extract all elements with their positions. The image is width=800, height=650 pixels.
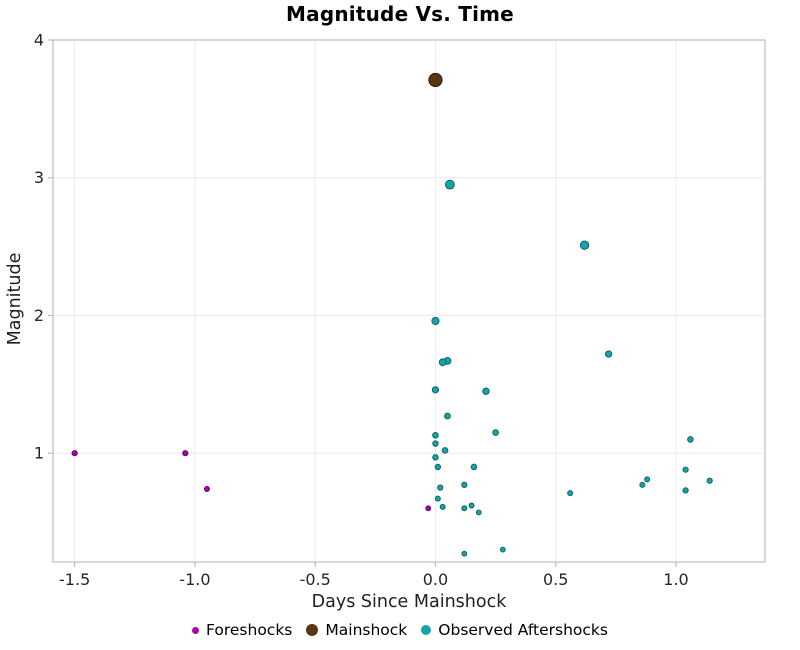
data-point-observed-aftershocks <box>432 454 439 461</box>
data-point-observed-aftershocks <box>431 386 440 394</box>
x-tick-label: 0.0 <box>423 570 448 589</box>
legend-label-foreshocks: Foreshocks <box>206 621 293 639</box>
data-point-observed-aftershocks <box>604 350 613 358</box>
y-axis-title: Magnitude <box>5 252 25 346</box>
data-point-observed-aftershocks <box>687 436 694 443</box>
data-point-observed-aftershocks <box>492 429 499 436</box>
plot-border <box>52 39 766 563</box>
data-point-observed-aftershocks <box>579 240 590 250</box>
x-tick-label: -1.5 <box>59 570 90 589</box>
y-tick-label: 4 <box>34 31 44 50</box>
legend-marker-observed-aftershocks <box>421 625 432 635</box>
data-point-observed-aftershocks <box>441 447 449 454</box>
data-point-mainshock <box>428 72 443 88</box>
data-point-observed-aftershocks <box>475 509 482 516</box>
data-point-observed-aftershocks <box>438 358 447 367</box>
data-point-observed-aftershocks <box>682 466 689 473</box>
data-point-observed-aftershocks <box>639 481 646 488</box>
data-point-observed-aftershocks <box>444 412 451 420</box>
data-point-observed-aftershocks <box>434 495 441 502</box>
data-point-observed-aftershocks <box>461 505 468 512</box>
data-point-observed-aftershocks <box>567 490 574 497</box>
data-point-observed-aftershocks <box>437 484 444 491</box>
data-point-observed-aftershocks <box>482 387 490 395</box>
y-tick-label: 3 <box>34 168 44 187</box>
data-point-observed-aftershocks <box>682 487 689 494</box>
data-point-observed-aftershocks <box>461 550 468 557</box>
data-point-observed-aftershocks <box>444 179 455 190</box>
data-point-observed-aftershocks <box>431 316 440 326</box>
x-tick-label: 1.0 <box>663 570 688 589</box>
legend-marker-mainshock <box>306 624 319 636</box>
x-tick-label: 0.5 <box>543 570 568 589</box>
data-point-observed-aftershocks <box>461 481 468 488</box>
data-point-foreshocks <box>182 450 189 457</box>
x-tick-label: -0.5 <box>300 570 331 589</box>
legend-item-foreshocks[interactable]: Foreshocks <box>192 621 292 639</box>
data-point-observed-aftershocks <box>432 440 439 447</box>
data-point-foreshocks <box>203 486 210 493</box>
legend-marker-foreshocks <box>192 626 200 634</box>
x-tick-label: -1.0 <box>179 570 210 589</box>
legend-label-observed-aftershocks: Observed Aftershocks <box>438 621 608 639</box>
y-tick-label: 1 <box>34 444 44 463</box>
data-point-observed-aftershocks <box>644 476 651 483</box>
y-tick-label: 2 <box>34 306 44 325</box>
x-axis-title: Days Since Mainshock <box>311 592 507 612</box>
data-point-observed-aftershocks <box>470 463 478 471</box>
data-point-foreshocks <box>425 505 432 512</box>
data-point-observed-aftershocks <box>439 503 446 510</box>
data-point-foreshocks <box>71 450 78 457</box>
data-point-observed-aftershocks <box>434 463 442 471</box>
legend: Foreshocks Mainshock Observed Aftershocks <box>0 621 800 639</box>
legend-item-mainshock[interactable]: Mainshock <box>306 621 407 639</box>
data-point-observed-aftershocks <box>468 502 475 509</box>
chart-title: Magnitude Vs. Time <box>286 2 514 26</box>
legend-label-mainshock: Mainshock <box>325 621 408 639</box>
legend-item-observed-aftershocks[interactable]: Observed Aftershocks <box>421 621 608 639</box>
data-point-observed-aftershocks <box>432 431 439 439</box>
data-point-observed-aftershocks <box>706 477 713 484</box>
data-point-observed-aftershocks <box>499 546 506 553</box>
